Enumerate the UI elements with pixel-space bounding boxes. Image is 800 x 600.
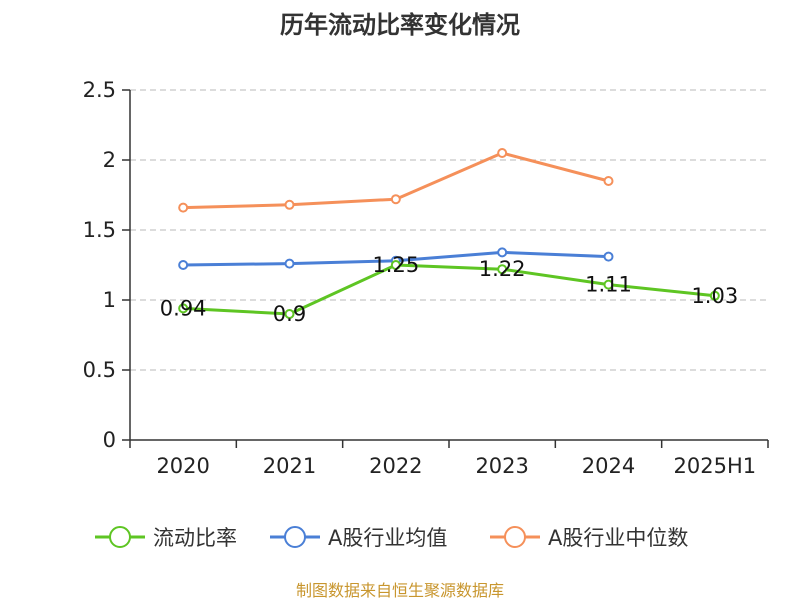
legend-item[interactable]: A股行业均值 (270, 526, 447, 550)
x-tick-label: 2022 (369, 454, 422, 478)
data-point (284, 258, 295, 269)
data-label: 1.22 (479, 257, 526, 281)
data-point (497, 264, 508, 275)
data-label: 1.11 (585, 273, 632, 297)
legend-label: A股行业中位数 (548, 526, 688, 550)
source-note: 制图数据来自恒生聚源数据库 (296, 581, 504, 600)
data-label: 1.03 (691, 284, 738, 308)
legend-marker-icon (109, 526, 131, 548)
data-point (390, 260, 401, 270)
x-tick-label: 2020 (156, 454, 209, 478)
axes: 0 0.5 1 1.5 2 2.5 2020 2021 2022 2023 2024 2025H1 (83, 78, 769, 478)
y-tick-label: 1.5 (83, 218, 116, 242)
chart-title: 历年流动比率变化情况 (280, 11, 520, 39)
y-tick-label: 1 (103, 288, 116, 312)
y-tick-label: 2.5 (83, 78, 116, 102)
legend-item[interactable]: A股行业中位数 (490, 526, 688, 550)
data-labels: 0.94 0.9 1.25 1.22 1.11 1.03 (160, 253, 738, 326)
data-point (178, 260, 189, 270)
series-line (183, 263, 715, 316)
data-label: 0.9 (273, 302, 306, 326)
data-label: 1.25 (372, 253, 419, 277)
data-point (497, 148, 508, 158)
legend-marker-icon (504, 526, 526, 548)
data-point (178, 303, 189, 314)
legend: 流动比率 A股行业均值 A股行业中位数 (95, 526, 688, 550)
legend-item[interactable]: 流动比率 (95, 526, 237, 550)
y-tick-label: 0 (103, 428, 116, 452)
data-point (284, 309, 295, 319)
data-point (390, 194, 401, 205)
data-point (497, 247, 508, 258)
legend-label: A股行业均值 (328, 526, 447, 550)
data-label: 0.94 (160, 296, 207, 320)
x-tick-label: 2021 (263, 454, 316, 478)
data-point (603, 251, 614, 262)
y-tick-label: 2 (103, 148, 116, 172)
data-point (603, 279, 614, 290)
legend-marker-icon (284, 526, 306, 548)
grid-lines (130, 89, 768, 371)
legend-label: 流动比率 (153, 526, 237, 550)
x-tick-label: 2023 (475, 454, 528, 478)
series-lines (178, 148, 720, 319)
data-point (178, 202, 189, 213)
data-point (284, 199, 295, 210)
data-point (709, 290, 720, 301)
x-tick-label: 2025H1 (674, 454, 757, 478)
x-tick-label: 2024 (582, 454, 635, 478)
y-tick-label: 0.5 (83, 358, 116, 382)
data-point (603, 176, 614, 186)
